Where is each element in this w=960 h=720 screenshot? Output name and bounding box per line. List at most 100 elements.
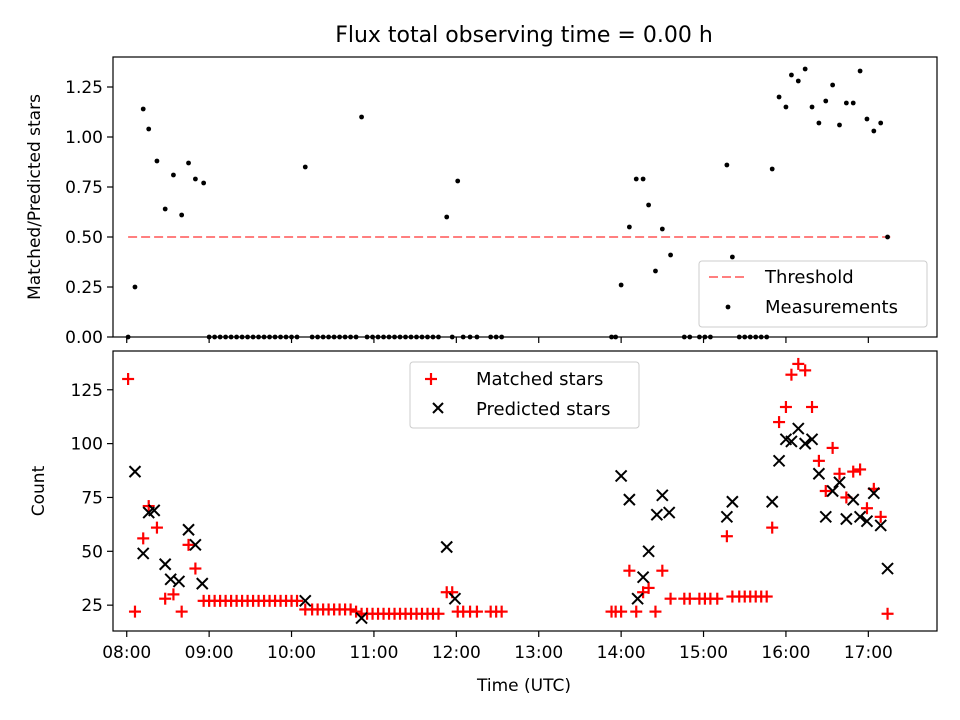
measurements-point xyxy=(668,252,673,258)
predicted-stars-point xyxy=(662,506,676,519)
legend-matched-label: Matched stars xyxy=(476,369,603,390)
measurements-point xyxy=(816,120,822,126)
bottom-legend: Matched stars Predicted stars xyxy=(409,361,640,429)
matched-stars-point xyxy=(432,607,445,620)
xtick-label: 15:00 xyxy=(679,643,728,663)
predicted-stars-point xyxy=(172,575,186,588)
predicted-stars-point xyxy=(189,538,202,552)
measurements-point xyxy=(729,254,735,260)
predicted-stars-point xyxy=(642,545,655,558)
xtick-label: 11:00 xyxy=(349,643,398,663)
measurements-point xyxy=(193,176,198,182)
matched-stars-point xyxy=(711,592,724,605)
measurements-point xyxy=(154,158,160,164)
measurements-point xyxy=(795,78,801,84)
top-ytick-label: 1.00 xyxy=(65,128,103,148)
xtick-label: 08:00 xyxy=(102,643,151,663)
xtick-label: 14:00 xyxy=(597,643,646,663)
bottom-legend-box xyxy=(409,361,640,429)
measurements-point xyxy=(724,162,730,168)
top-legend-box xyxy=(698,260,928,328)
matched-stars-point xyxy=(167,588,180,601)
measurements-point xyxy=(626,224,632,230)
predicted-stars-point xyxy=(853,510,867,524)
matched-stars-point xyxy=(128,605,141,618)
bottom-ytick-label: 75 xyxy=(81,488,103,508)
measurements-point xyxy=(789,72,794,78)
matched-stars-point xyxy=(495,605,508,618)
matched-stars-point xyxy=(664,592,677,605)
matched-stars-point xyxy=(819,485,832,497)
xtick-label: 09:00 xyxy=(185,643,234,663)
bottom-ytick-label: 25 xyxy=(81,596,103,616)
matched-stars-point xyxy=(150,521,163,534)
measurements-point xyxy=(646,202,651,208)
bottom-ytick-label: 100 xyxy=(71,435,103,455)
measurements-point xyxy=(802,66,808,72)
matched-stars-point xyxy=(881,607,894,620)
predicted-stars-point xyxy=(440,540,453,554)
bottom-ytick-label: 125 xyxy=(71,381,103,401)
xtick-label: 17:00 xyxy=(844,643,893,663)
measurements-point xyxy=(878,120,884,126)
measurements-point xyxy=(653,268,658,274)
top-ytick-label: 1.25 xyxy=(65,78,103,98)
predicted-stars-point xyxy=(805,433,819,446)
predicted-stars-point xyxy=(448,592,462,605)
xtick-label: 13:00 xyxy=(514,643,563,663)
matched-stars-point xyxy=(159,592,172,605)
matched-stars-point xyxy=(779,401,792,413)
matched-stars-point xyxy=(854,463,867,476)
matched-stars-point xyxy=(291,594,304,607)
bottom-panel: 25 50 75 100 125 08:00 09:00 10:00 11:00 12:00 13… xyxy=(29,350,938,696)
predicted-stars-point xyxy=(819,510,832,524)
legend-measurements-label: Measurements xyxy=(765,297,898,318)
measurements-point xyxy=(783,104,789,110)
top-ytick-label: 0.25 xyxy=(65,278,103,298)
x-axis-label: Time (UTC) xyxy=(476,676,571,696)
measurements-point xyxy=(837,122,842,128)
measurements-point xyxy=(146,126,152,132)
matched-stars-point xyxy=(344,603,357,616)
predicted-stars-point xyxy=(137,547,150,560)
measurements-point xyxy=(776,94,782,100)
matched-stars-point xyxy=(847,465,860,478)
measurements-point xyxy=(809,104,815,110)
measurements-point xyxy=(140,106,146,112)
predicted-stars-point xyxy=(867,486,881,500)
matched-stars-point xyxy=(760,590,773,603)
chart-title: Flux total observing time = 0.00 h xyxy=(335,23,713,48)
predicted-stars-point xyxy=(726,495,739,508)
measurements-point xyxy=(162,206,168,212)
predicted-stars-point xyxy=(656,489,669,502)
predicted-stars-point xyxy=(833,476,846,489)
predicted-stars-point xyxy=(614,469,628,483)
matched-stars-point xyxy=(649,605,662,618)
top-ytick-label: 0.50 xyxy=(65,228,103,248)
predicted-stars-point xyxy=(299,594,312,608)
top-ytick-label: 0.00 xyxy=(65,328,103,348)
measurements-point xyxy=(871,128,877,134)
matched-stars-point xyxy=(470,605,483,618)
matched-stars-point xyxy=(799,364,812,377)
matched-stars-point xyxy=(656,564,669,577)
measurements-point xyxy=(857,68,863,74)
bottom-y-axis-label: Count xyxy=(29,465,49,516)
measurements-point xyxy=(830,82,836,88)
matched-stars-point xyxy=(615,605,628,618)
matched-stars-point xyxy=(642,581,655,594)
matched-stars-point xyxy=(350,605,363,618)
matched-stars-point xyxy=(623,564,636,577)
matched-stars-point xyxy=(766,521,779,534)
matched-stars-point xyxy=(720,530,733,543)
matched-stars-point xyxy=(137,532,150,545)
measurements-point xyxy=(186,160,191,166)
predicted-stars-point xyxy=(720,510,734,524)
predicted-stars-point xyxy=(650,508,664,521)
legend-predicted-swatch xyxy=(432,402,444,414)
matched-stars-point xyxy=(175,605,188,618)
predicted-stars-point xyxy=(840,512,853,526)
legend-measurements-swatch xyxy=(725,304,731,310)
matched-stars-point xyxy=(189,562,202,575)
